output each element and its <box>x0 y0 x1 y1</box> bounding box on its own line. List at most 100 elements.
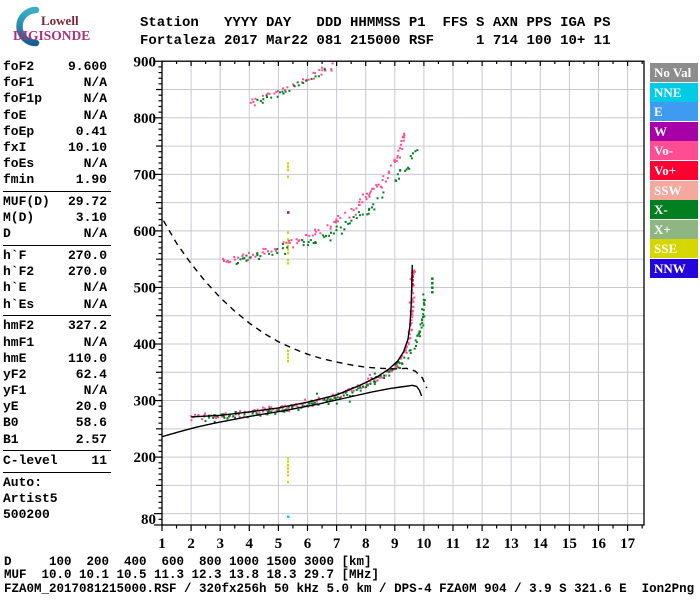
line-true-height-electron-density-profile <box>161 384 423 438</box>
x-axis-label-15: 15 <box>562 536 577 552</box>
x-axis-label-2: 2 <box>187 536 195 552</box>
param-row-foF2: foF2 9.600 <box>3 59 107 75</box>
param-value: 2.57 <box>75 431 107 447</box>
legend-item-ssw: SSW <box>650 180 698 200</box>
y-axis-label-600: 600 <box>134 224 157 240</box>
logo-text-lowell: Lowell <box>41 13 79 28</box>
x-axis-label-12: 12 <box>475 536 490 552</box>
param-row-hmF2: hmF2 327.2 <box>3 318 107 334</box>
logo-graphic: Lowell DIGISONDE <box>13 6 90 47</box>
scaled-parameters-panel: foF2 9.600 foF1 N/A foF1p N/A foE N/A foEp 0.41 fx… <box>3 59 111 524</box>
param-label: yF1 <box>3 383 27 399</box>
y-axis-label-300: 300 <box>134 394 157 410</box>
logo-text-digisonde: DIGISONDE <box>13 28 90 43</box>
y-axis-label-500: 500 <box>134 280 157 296</box>
param-value: N/A <box>83 156 107 172</box>
param-value: 0.41 <box>75 123 107 139</box>
autoscaling-info-line: Artist5 <box>3 491 58 507</box>
param-row-foF1p: foF1p N/A <box>3 91 107 107</box>
param-label: MUF(D) <box>3 194 50 209</box>
param-row-hmF1: hmF1 N/A <box>3 335 107 351</box>
trace-3-2nd-hop-f-trace-x-mode <box>235 149 419 266</box>
param-value: 1.90 <box>75 172 107 188</box>
legend-item-no-val: No Val <box>650 63 698 83</box>
param-value: N/A <box>83 75 107 91</box>
x-axis-label-3: 3 <box>216 536 224 552</box>
param-row-yF2: yF2 62.4 <box>3 367 107 383</box>
x-axis-label-8: 8 <box>362 536 370 552</box>
legend-item-nnw: NNW <box>650 258 698 279</box>
param-separator <box>3 314 111 316</box>
x-axis-label-10: 10 <box>416 536 431 552</box>
param-label: hmE <box>3 350 27 366</box>
y-axis-label-200: 200 <box>134 450 157 466</box>
param-label: B1 <box>3 431 19 447</box>
x-axis-label-11: 11 <box>446 536 460 552</box>
header-columns-line: Station YYYY DAY DDD HHMMSS P1 FFS S AXN… <box>140 15 611 31</box>
param-label: foF2 <box>3 59 35 74</box>
rfi-interference-stripe <box>287 161 290 484</box>
legend-item-nne: NNE <box>650 82 698 102</box>
legend-item-w: W <box>650 121 698 141</box>
param-row-hmE: hmE 110.0 <box>3 351 107 367</box>
header-station-values-line: Fortaleza 2017 Mar22 081 215000 RSF 1 71… <box>140 33 611 49</box>
param-label: h`E <box>3 280 27 296</box>
legend-item-vo+: Vo+ <box>650 160 698 181</box>
param-row-h`F2: h`F2 270.0 <box>3 264 107 280</box>
param-row-MUF(D): MUF(D) 29.72 <box>3 194 107 210</box>
param-value: N/A <box>83 334 107 350</box>
param-label: M(D) <box>3 210 35 226</box>
x-axis-label-6: 6 <box>304 536 312 552</box>
param-row-B0: B0 58.6 <box>3 415 107 431</box>
param-row-h`Es: h`Es N/A <box>3 297 107 313</box>
gridlines <box>162 61 644 525</box>
param-label: foE <box>3 107 27 123</box>
y-axis-label-700: 700 <box>134 167 157 183</box>
param-row-h`E: h`E N/A <box>3 280 107 296</box>
lowell-digisonde-logo: Lowell DIGISONDE <box>2 2 132 59</box>
isolated-echo-dots <box>287 211 434 518</box>
param-row-D: D N/A <box>3 226 107 242</box>
line-muf-transmission-curve <box>162 220 428 389</box>
param-label: foEs <box>3 156 35 172</box>
x-axis-label-16: 16 <box>591 536 607 552</box>
param-value: 20.0 <box>75 399 107 415</box>
autoscaling-info-line: 500200 <box>3 507 50 523</box>
param-row-foEs: foEs N/A <box>3 156 107 172</box>
param-row-fxI: fxI 10.10 <box>3 140 107 156</box>
param-label: yF2 <box>3 366 27 382</box>
param-value: N/A <box>83 296 107 312</box>
param-label: foF1 <box>3 75 35 91</box>
legend-item-e: E <box>650 102 698 122</box>
param-label: hmF1 <box>3 334 35 350</box>
param-value: N/A <box>83 280 107 296</box>
param-value: 270.0 <box>67 264 107 280</box>
param-separator <box>3 471 111 473</box>
param-value: 11 <box>91 453 107 469</box>
muf-row: MUF 10.0 10.1 10.5 11.3 12.3 13.8 18.3 2… <box>4 568 380 582</box>
x-axis-label-13: 13 <box>504 536 519 552</box>
param-value: 110.0 <box>67 350 107 366</box>
x-axis-label-1: 1 <box>158 536 166 552</box>
doppler-direction-legend: No Val NNE E W Vo- Vo+ SSW X- X+ SSE NNW <box>650 63 698 279</box>
param-separator <box>3 244 111 246</box>
param-row-fmin: fmin 1.90 <box>3 172 107 188</box>
param-value: N/A <box>83 91 107 107</box>
param-separator <box>3 449 111 451</box>
param-label: foEp <box>3 123 35 139</box>
param-row-M(D): M(D) 3.10 <box>3 210 107 226</box>
trace-5-3rd-hop-f-trace-x-mode <box>256 68 326 104</box>
legend-item-sse: SSE <box>650 239 698 259</box>
y-axis-label-800: 800 <box>134 111 157 127</box>
y-axis-label-400: 400 <box>134 337 157 353</box>
param-value: N/A <box>83 383 107 399</box>
param-row-h`F: h`F 270.0 <box>3 248 107 264</box>
trace-0-f-trace-o-mode-echoes-vo- <box>190 269 416 422</box>
param-value: 10.10 <box>67 139 107 155</box>
param-label: fxI <box>3 139 27 155</box>
legend-item-x-: X- <box>650 200 698 220</box>
param-row-B1: B1 2.57 <box>3 432 107 448</box>
param-row-foE: foE N/A <box>3 108 107 124</box>
